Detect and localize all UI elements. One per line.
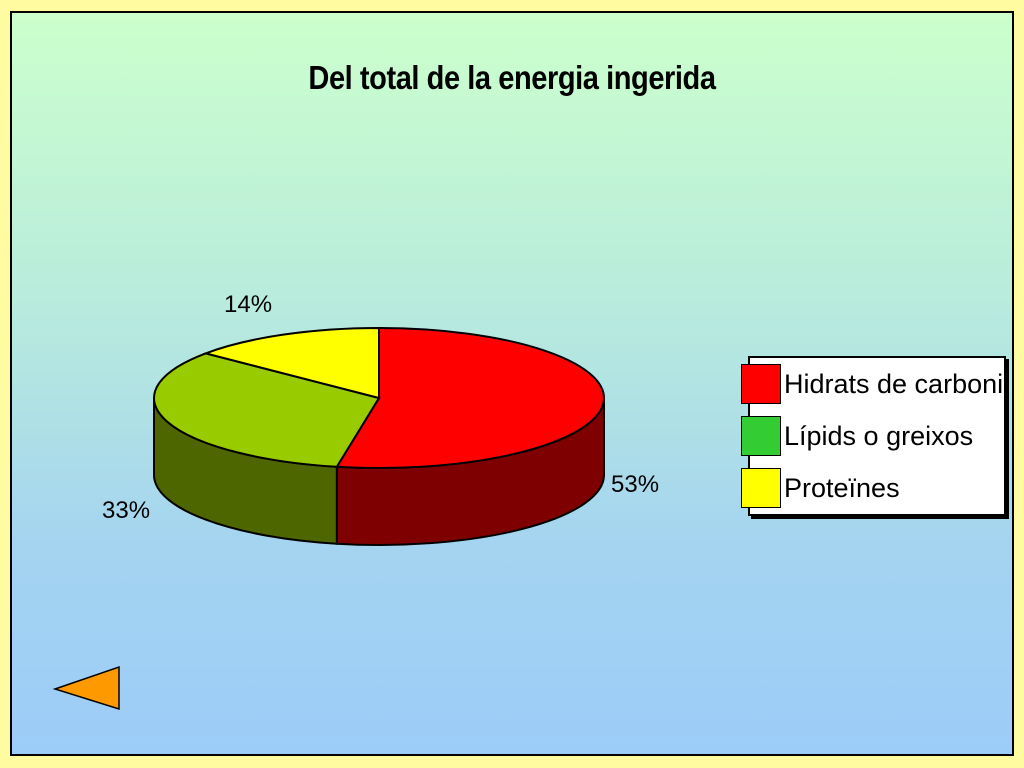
legend: Hidrats de carboni Lípids o greixos Prot… [741, 356, 1006, 516]
pie-slice-lipids-o-greixos [153, 352, 381, 468]
slice-label-lipids: 33% [102, 497, 151, 524]
legend-swatch [741, 416, 781, 456]
legend-item-lipids: Lípids o greixos [741, 412, 1004, 458]
legend-label: Lípids o greixos [784, 421, 974, 451]
slice-label-proteines: 14% [224, 291, 273, 318]
legend-item-proteines: Proteïnes [741, 464, 1004, 510]
pie-slice-proteines [202, 326, 380, 400]
legend-item-hidrats: Hidrats de carboni [741, 360, 1004, 406]
slice-label-hidrats: 53% [611, 471, 660, 498]
left-triangle-icon [52, 665, 120, 711]
legend-label: Hidrats de carboni [784, 369, 1004, 399]
chart-title: Del total de la energia ingerida [308, 59, 716, 96]
slide: Del total de la energia ingerida 14% 53%… [10, 11, 1014, 756]
legend-label: Proteïnes [784, 473, 900, 503]
legend-swatch [741, 364, 781, 404]
pie-chart [153, 326, 605, 546]
back-arrow-button[interactable] [52, 665, 122, 715]
pie-slice-hidrats-de-carboni [335, 326, 605, 469]
legend-swatch [741, 468, 781, 508]
